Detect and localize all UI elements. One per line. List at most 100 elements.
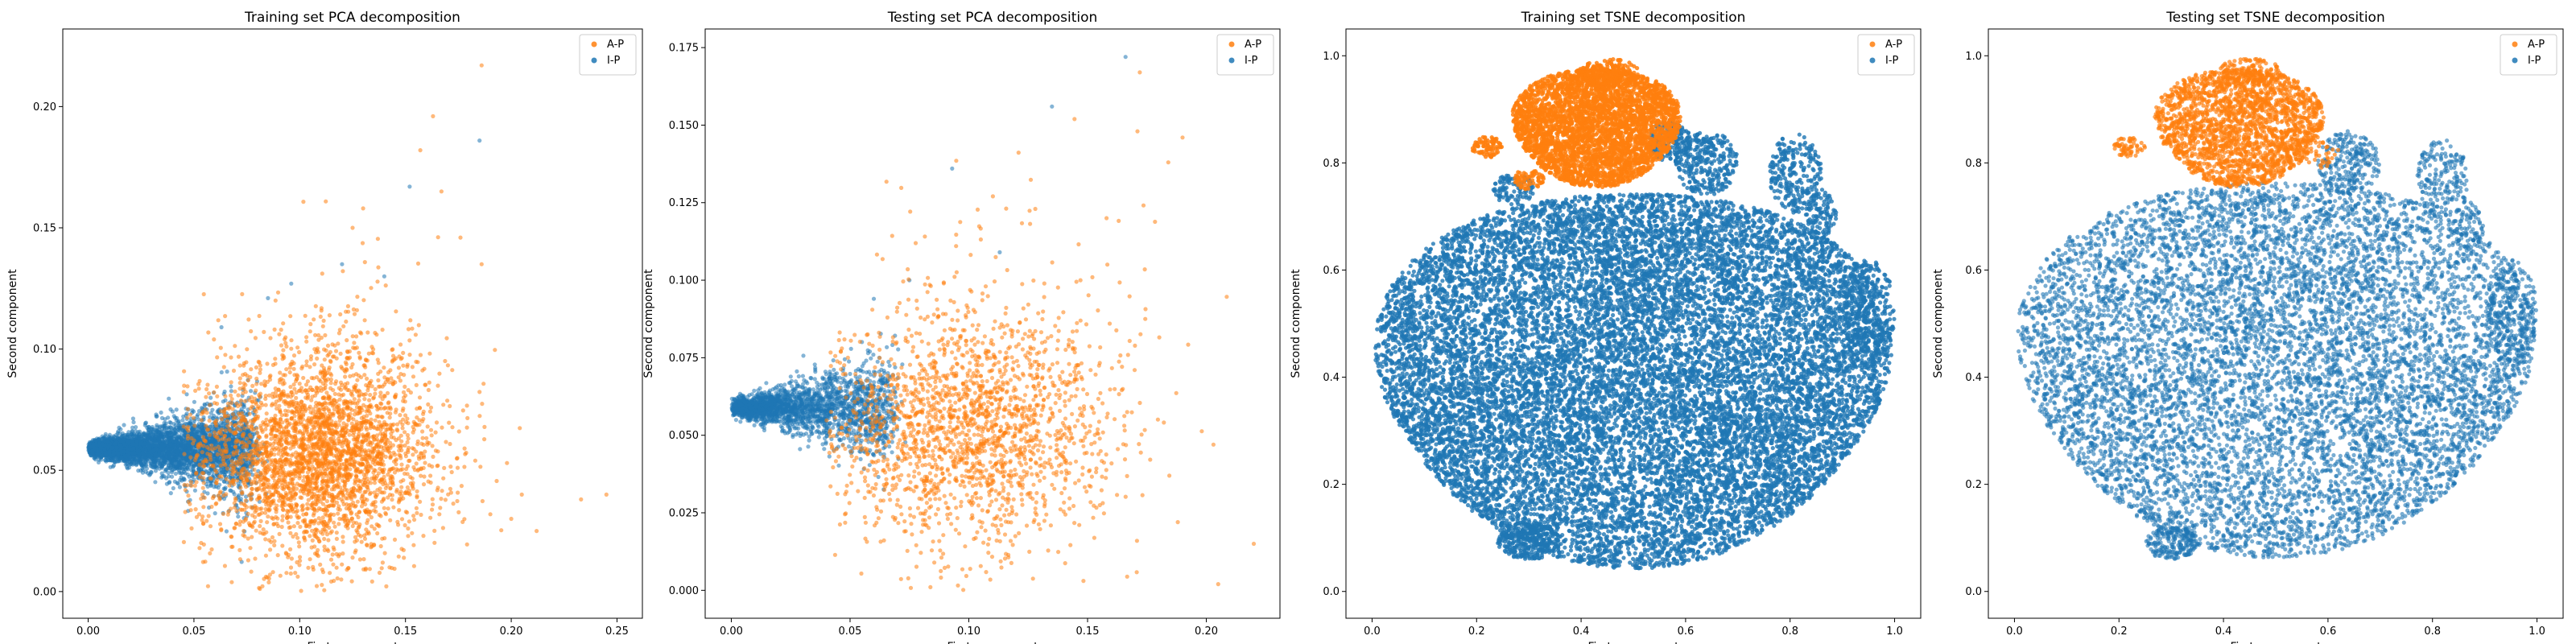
- data-point: [312, 317, 316, 322]
- data-point: [142, 432, 147, 437]
- data-point: [482, 437, 487, 442]
- data-point: [192, 488, 197, 493]
- data-point: [138, 460, 143, 465]
- data-point: [268, 336, 273, 341]
- data-point: [340, 262, 345, 266]
- data-point: [340, 444, 345, 449]
- data-point: [449, 469, 454, 475]
- data-point: [134, 425, 138, 430]
- data-point: [152, 459, 157, 464]
- data-point: [113, 441, 118, 446]
- data-point: [147, 424, 151, 430]
- data-point: [221, 497, 227, 502]
- data-point: [170, 409, 175, 414]
- data-point: [92, 456, 97, 460]
- data-point: [402, 430, 407, 435]
- data-point: [125, 466, 130, 471]
- data-point: [481, 382, 486, 386]
- data-point: [167, 447, 172, 452]
- data-point: [184, 457, 189, 462]
- data-point: [138, 445, 142, 450]
- data-point: [388, 440, 393, 445]
- data-point: [172, 466, 177, 472]
- data-point: [171, 458, 175, 463]
- data-point: [294, 395, 299, 400]
- data-point: [89, 444, 93, 449]
- data-point: [431, 454, 436, 460]
- data-point: [180, 444, 185, 448]
- data-point: [378, 390, 383, 395]
- data-point: [126, 440, 130, 444]
- data-point: [206, 330, 211, 335]
- data-point: [173, 471, 178, 477]
- data-point: [359, 504, 365, 509]
- data-point: [189, 483, 194, 488]
- data-point: [119, 455, 124, 460]
- data-point: [149, 470, 154, 475]
- data-point: [185, 472, 190, 477]
- data-point: [134, 440, 139, 444]
- data-point: [236, 421, 242, 426]
- data-point: [308, 329, 312, 334]
- data-point: [379, 415, 384, 419]
- data-point: [151, 448, 156, 453]
- data-point: [166, 470, 171, 475]
- data-point: [189, 450, 194, 455]
- data-point: [181, 414, 186, 419]
- data-point: [352, 312, 357, 316]
- data-point: [295, 521, 300, 526]
- data-point: [253, 556, 258, 561]
- data-point: [391, 436, 396, 440]
- data-point: [426, 387, 431, 393]
- data-point: [231, 368, 237, 374]
- data-point: [125, 453, 130, 458]
- data-point: [254, 528, 258, 533]
- data-point: [348, 374, 353, 378]
- data-point: [199, 430, 204, 435]
- data-point: [97, 452, 102, 457]
- data-point: [313, 303, 318, 308]
- data-point: [174, 449, 179, 454]
- data-point: [254, 426, 259, 431]
- data-point: [361, 298, 366, 303]
- data-point: [305, 502, 310, 506]
- data-point: [129, 462, 134, 467]
- data-point: [182, 477, 187, 482]
- data-point: [228, 488, 233, 493]
- data-point: [192, 399, 196, 404]
- data-point: [176, 434, 181, 439]
- data-point: [116, 452, 121, 456]
- data-point: [105, 439, 110, 444]
- data-point: [140, 470, 145, 475]
- data-point: [188, 460, 193, 464]
- data-point: [219, 369, 224, 375]
- data-point: [160, 474, 165, 479]
- data-point: [223, 394, 228, 398]
- data-point: [244, 494, 249, 499]
- data-point: [180, 418, 185, 423]
- data-point: [402, 522, 407, 528]
- data-point: [212, 337, 217, 342]
- data-point: [321, 318, 326, 323]
- data-point: [237, 519, 243, 524]
- data-point: [127, 456, 132, 460]
- data-point: [348, 467, 353, 472]
- data-point: [229, 440, 233, 446]
- data-point: [137, 431, 142, 436]
- data-point: [249, 569, 254, 574]
- data-point: [225, 369, 229, 374]
- data-point: [407, 184, 412, 189]
- data-point: [242, 404, 247, 410]
- data-point: [167, 481, 171, 485]
- data-point: [264, 411, 269, 416]
- data-point: [113, 456, 118, 460]
- data-point: [384, 584, 389, 589]
- data-point: [143, 458, 148, 463]
- data-point: [180, 428, 185, 433]
- data-point: [121, 433, 126, 438]
- data-point: [213, 440, 218, 444]
- data-point: [229, 384, 233, 389]
- data-point: [156, 436, 161, 441]
- data-point: [249, 389, 254, 394]
- data-point: [493, 348, 497, 353]
